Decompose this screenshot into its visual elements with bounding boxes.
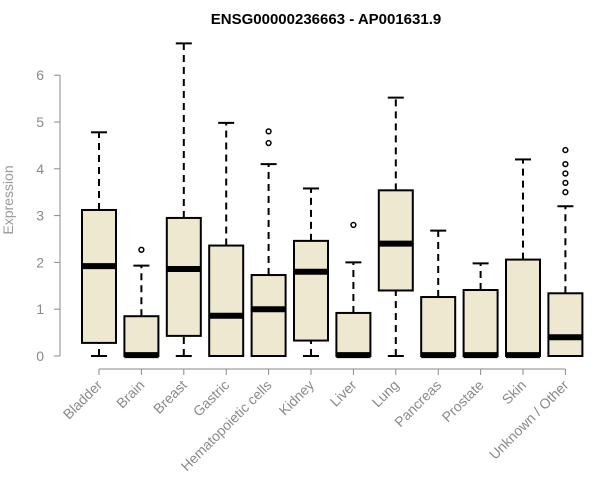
outlier-point <box>138 246 145 253</box>
outlier-point <box>562 179 569 186</box>
x-tick-label: Unknown / Other <box>486 377 572 463</box>
box-group <box>462 262 499 359</box>
box <box>377 189 414 292</box>
box-group <box>165 42 202 357</box>
box-group <box>547 146 584 357</box>
y-tick-label: 4 <box>36 161 44 177</box>
box <box>420 296 457 358</box>
box-group <box>208 121 245 357</box>
y-axis: 0 1 2 3 4 5 6 <box>36 67 61 364</box>
box <box>547 292 584 357</box>
y-tick-label: 5 <box>36 114 44 130</box>
y-tick-label: 3 <box>36 208 44 224</box>
box-group <box>335 221 372 359</box>
box <box>505 258 541 358</box>
x-tick-label: Skin <box>499 377 530 408</box>
box <box>208 244 245 357</box>
box-group <box>250 128 287 358</box>
outlier-point <box>562 170 569 177</box>
x-tick-label: Bladder <box>60 377 106 423</box>
x-tick-label: Pancreas <box>391 377 444 430</box>
x-tick-label: Lung <box>369 377 402 410</box>
box <box>81 208 117 344</box>
chart-title: ENSG00000236663 - AP001631.9 <box>211 11 441 28</box>
outlier-point <box>265 128 272 135</box>
y-axis-label: Expression <box>0 165 16 234</box>
y-tick-label: 0 <box>36 348 44 364</box>
box <box>165 216 202 337</box>
box <box>335 311 372 357</box>
x-tick-label: Brain <box>113 377 147 411</box>
outlier-point <box>562 146 569 154</box>
x-tick-label: Prostate <box>439 377 487 425</box>
y-tick-label: 6 <box>36 67 44 83</box>
y-tick-label: 1 <box>36 301 44 317</box>
outlier-point <box>350 221 357 229</box>
box-group <box>293 187 329 357</box>
outlier-point <box>562 160 569 168</box>
x-tick-label: Liver <box>327 377 360 410</box>
y-tick-label: 2 <box>36 254 44 270</box>
x-tick-label: Breast <box>150 377 190 417</box>
box-group <box>123 246 160 359</box>
box-group <box>505 158 541 359</box>
box <box>123 315 160 357</box>
box <box>250 274 287 358</box>
box <box>462 289 499 357</box>
x-tick-label: Kidney <box>276 377 318 419</box>
box-group <box>81 131 117 357</box>
box <box>293 239 329 342</box>
boxes <box>81 42 584 359</box>
box-group <box>377 96 414 357</box>
outlier-point <box>562 189 569 196</box>
outlier-point <box>265 139 272 147</box>
box-group <box>420 229 457 359</box>
